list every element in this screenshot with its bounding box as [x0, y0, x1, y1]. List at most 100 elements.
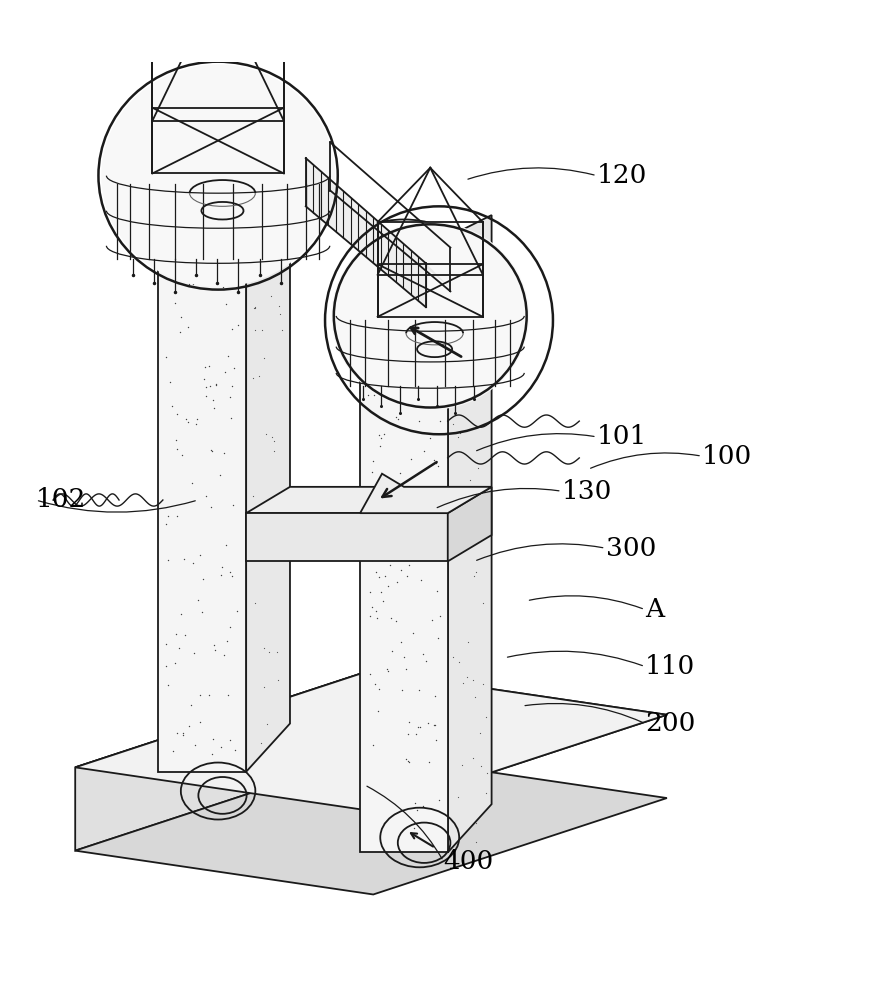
Point: [191, 592, 205, 608]
Point: [160, 237, 175, 253]
Point: [186, 265, 200, 281]
Point: [215, 559, 229, 575]
Point: [373, 304, 387, 320]
Point: [431, 792, 445, 808]
Point: [371, 703, 385, 719]
Point: [415, 346, 429, 362]
Point: [450, 429, 464, 445]
Point: [250, 522, 264, 538]
Point: [390, 411, 404, 427]
Point: [454, 757, 468, 773]
Point: [272, 298, 286, 314]
Point: [411, 413, 425, 429]
Point: [383, 341, 397, 357]
Point: [223, 619, 237, 635]
Point: [202, 358, 216, 374]
Point: [267, 443, 281, 459]
Point: [378, 568, 392, 584]
Point: [230, 225, 244, 241]
Point: [416, 646, 430, 662]
Point: [431, 630, 445, 646]
Point: [381, 663, 395, 679]
Point: [451, 654, 465, 670]
Point: [200, 192, 214, 208]
Text: 102: 102: [36, 488, 86, 512]
Point: [417, 502, 431, 518]
Polygon shape: [305, 158, 425, 307]
Point: [393, 634, 407, 650]
Text: 400: 400: [443, 849, 493, 874]
Point: [226, 360, 240, 376]
Point: [161, 228, 175, 244]
Point: [205, 392, 219, 408]
Point: [368, 505, 382, 521]
Point: [223, 732, 237, 748]
Point: [371, 681, 385, 697]
Point: [461, 327, 475, 343]
Point: [411, 682, 425, 698]
Point: [402, 714, 416, 730]
Point: [377, 377, 391, 393]
Point: [456, 675, 470, 691]
Point: [205, 731, 219, 747]
Point: [446, 365, 460, 381]
Point: [188, 737, 202, 753]
Point: [159, 349, 173, 365]
Point: [162, 374, 176, 390]
Point: [397, 649, 411, 665]
Point: [398, 751, 412, 767]
Point: [168, 655, 182, 671]
Point: [372, 427, 386, 443]
Point: [225, 321, 239, 337]
Point: [379, 661, 393, 677]
Point: [427, 688, 441, 704]
Point: [368, 676, 382, 692]
Polygon shape: [360, 474, 491, 513]
Point: [173, 268, 187, 284]
Point: [420, 310, 434, 326]
Point: [477, 348, 491, 364]
Point: [382, 384, 396, 400]
Point: [362, 608, 376, 624]
Point: [364, 341, 378, 357]
Text: 200: 200: [645, 711, 695, 736]
Point: [375, 544, 389, 560]
Point: [160, 508, 175, 524]
Point: [175, 606, 189, 622]
Point: [365, 552, 379, 568]
Point: [213, 467, 227, 483]
Point: [368, 502, 382, 518]
Point: [256, 350, 270, 366]
Point: [372, 569, 386, 585]
Point: [185, 475, 199, 491]
Point: [362, 666, 376, 682]
Point: [406, 625, 420, 641]
Point: [186, 178, 200, 194]
Point: [395, 391, 409, 407]
Point: [196, 371, 210, 387]
Point: [474, 758, 488, 774]
Text: 100: 100: [702, 444, 752, 469]
Point: [182, 718, 196, 734]
Point: [265, 429, 279, 445]
Point: [389, 613, 403, 629]
Point: [269, 249, 283, 265]
Point: [166, 743, 180, 759]
Point: [224, 410, 238, 426]
Point: [176, 725, 190, 741]
Point: [421, 715, 435, 731]
Point: [198, 359, 212, 375]
Point: [208, 642, 222, 658]
Point: [217, 364, 232, 380]
Point: [204, 746, 218, 762]
Point: [177, 551, 191, 567]
Polygon shape: [305, 158, 452, 290]
Point: [260, 156, 274, 172]
Point: [223, 564, 237, 580]
Point: [217, 445, 231, 461]
Point: [453, 425, 467, 441]
Point: [254, 735, 268, 751]
Point: [366, 453, 380, 469]
Point: [418, 653, 432, 669]
Point: [374, 584, 388, 600]
